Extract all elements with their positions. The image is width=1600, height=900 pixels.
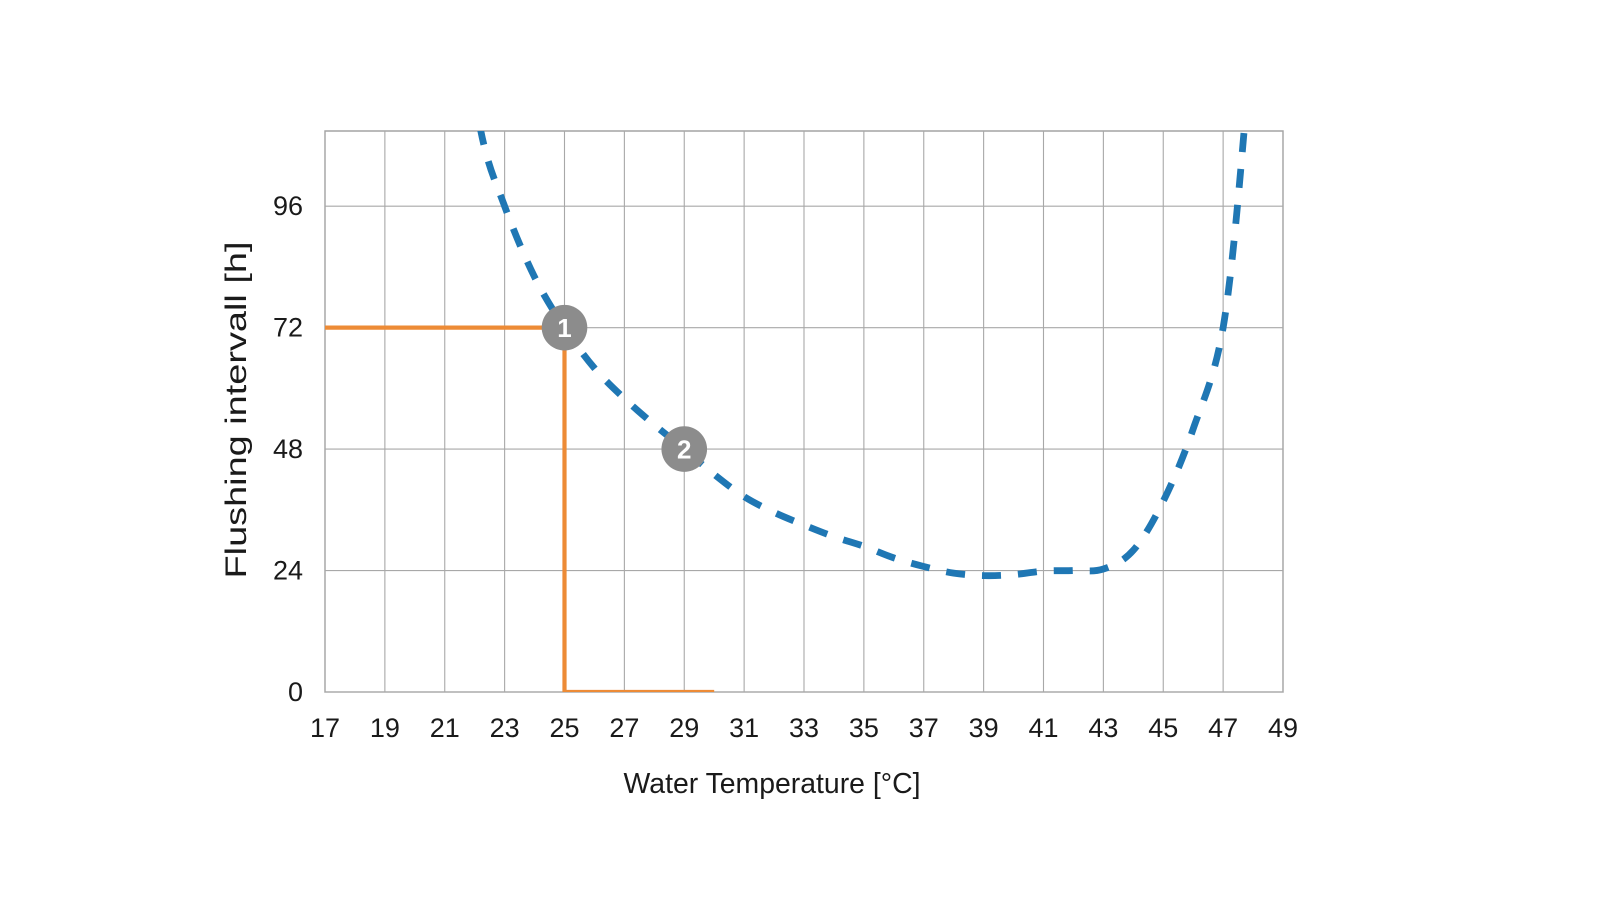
svg-text:1: 1 (557, 313, 571, 343)
svg-text:23: 23 (490, 713, 520, 743)
svg-text:49: 49 (1268, 713, 1298, 743)
svg-text:24: 24 (273, 556, 303, 586)
svg-text:48: 48 (273, 434, 303, 464)
svg-text:41: 41 (1028, 713, 1058, 743)
svg-text:25: 25 (549, 713, 579, 743)
svg-text:Flushing intervall [h]: Flushing intervall [h] (220, 242, 253, 579)
svg-text:31: 31 (729, 713, 759, 743)
svg-text:45: 45 (1148, 713, 1178, 743)
svg-text:72: 72 (273, 313, 303, 343)
svg-text:43: 43 (1088, 713, 1118, 743)
svg-text:37: 37 (909, 713, 939, 743)
svg-text:35: 35 (849, 713, 879, 743)
svg-text:19: 19 (370, 713, 400, 743)
svg-text:21: 21 (430, 713, 460, 743)
svg-text:33: 33 (789, 713, 819, 743)
svg-text:Water Temperature [°C]: Water Temperature [°C] (624, 768, 921, 800)
svg-text:47: 47 (1208, 713, 1238, 743)
svg-text:96: 96 (273, 191, 303, 221)
svg-text:27: 27 (609, 713, 639, 743)
svg-text:39: 39 (969, 713, 999, 743)
svg-text:0: 0 (288, 677, 303, 707)
svg-text:17: 17 (310, 713, 340, 743)
svg-text:2: 2 (677, 434, 691, 464)
svg-text:29: 29 (669, 713, 699, 743)
